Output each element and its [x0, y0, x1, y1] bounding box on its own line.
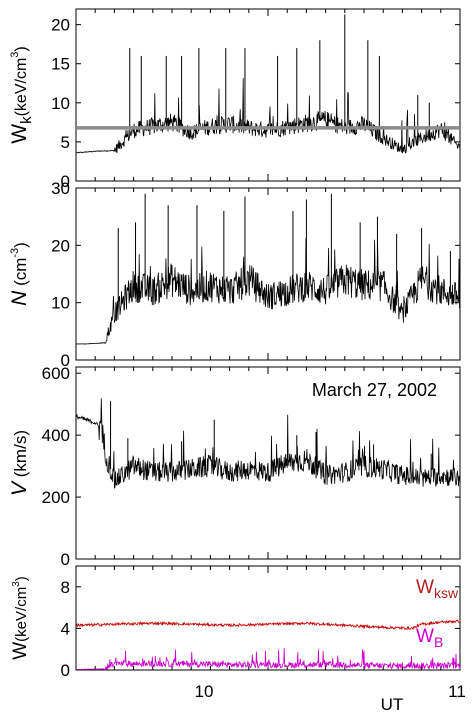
panel-n-frame: [75, 187, 461, 361]
y-tick-label: 200: [42, 488, 70, 507]
y-tick-label: 8: [61, 578, 70, 597]
series-line: [75, 619, 461, 631]
series-line: [75, 398, 461, 489]
y-tick-label: 10: [51, 294, 70, 313]
y-tick-label: 0: [61, 351, 70, 370]
y-tick-label: 20: [51, 236, 70, 255]
x-tick-label-11: 11: [448, 682, 466, 701]
panel-wk-plot: 0 5 10 15 20: [51, 9, 461, 191]
legend-wksw: Wksw: [416, 577, 459, 601]
x-tick-label-10: 10: [195, 682, 214, 701]
panel-n-plot: 0 10 20 30: [51, 179, 461, 370]
y-tick-label: 400: [42, 426, 70, 445]
wk-axis-label: Wk(keV/cm3): [8, 46, 35, 143]
y-tick-label: 20: [51, 16, 70, 35]
y-tick-label: 30: [51, 179, 70, 198]
series-line: [75, 238, 461, 345]
v-axis-label: V (km/s): [8, 430, 31, 496]
y-tick-label: 10: [51, 94, 70, 113]
y-tick-label: 4: [61, 619, 70, 638]
w-axis-label: W(keV/cm3): [10, 576, 31, 660]
legend-wb: WB: [416, 626, 443, 650]
x-axis-label: UT: [381, 695, 404, 714]
date-annotation: March 27, 2002: [312, 380, 437, 400]
panel-wk-frame: [75, 8, 461, 182]
panel-w-plot: 0 4 8: [61, 566, 461, 680]
n-axis-label: N (cm-3): [8, 242, 31, 306]
panel-w-frame: [75, 565, 461, 671]
panel-v-plot: 0 200 400 600: [42, 364, 461, 569]
y-tick-label: 15: [51, 55, 70, 74]
series-line: [75, 78, 461, 154]
series-line: [75, 648, 461, 671]
y-tick-label: 0: [61, 661, 70, 680]
y-tick-label: 600: [42, 364, 70, 383]
y-tick-label: 5: [61, 133, 70, 152]
y-tick-label: 0: [61, 550, 70, 569]
y-tick-label: 0: [61, 172, 70, 191]
